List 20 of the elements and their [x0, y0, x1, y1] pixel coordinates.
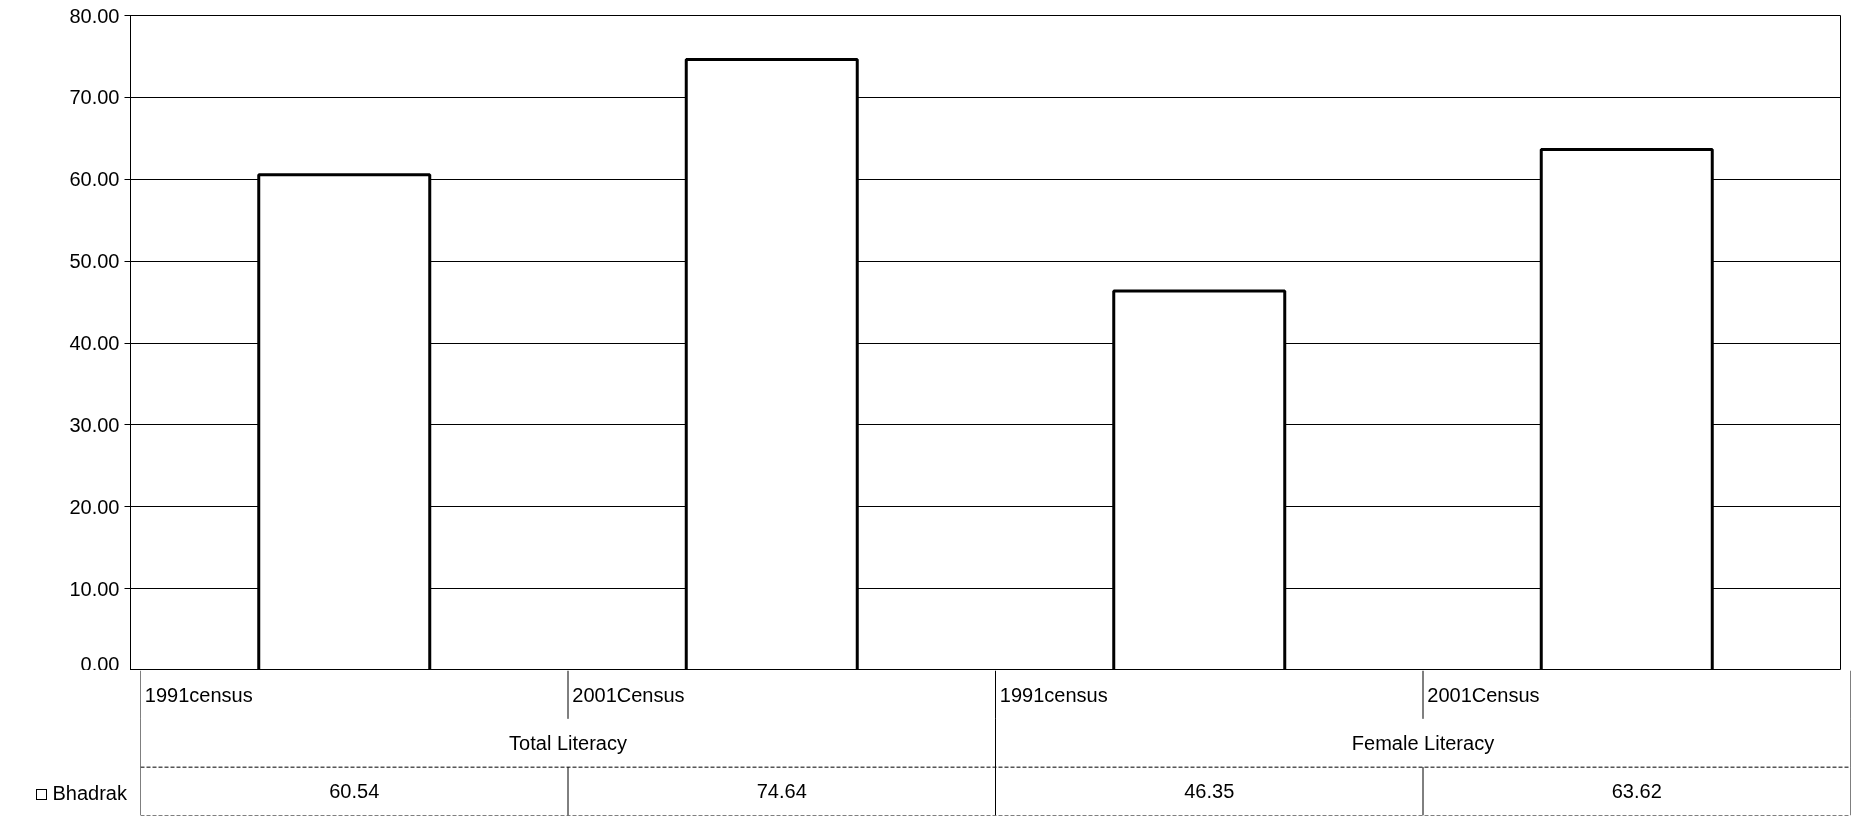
data-label: 74.64	[756, 780, 807, 803]
y-tick-label: 80.00	[69, 4, 120, 27]
y-tick-label: 50.00	[69, 250, 120, 273]
legend-label: Bhadrak	[51, 781, 127, 806]
data-label: 63.62	[1611, 780, 1662, 803]
y-tick-label: 20.00	[69, 495, 120, 518]
data-label: 60.54	[329, 780, 380, 803]
y-tick-label: 30.00	[69, 413, 120, 436]
y-tick-label: 10.00	[69, 577, 120, 600]
x-tick-label: 2001Census	[572, 683, 685, 706]
x-tick-label: 2001Census	[1427, 683, 1540, 706]
x-tick-label: 1991census	[999, 683, 1108, 706]
y-tick-label: 60.00	[69, 168, 120, 191]
y-tick-label: 70.00	[69, 86, 120, 109]
text: Total Literacy	[509, 732, 627, 754]
y-tick-label: 40.00	[69, 332, 120, 354]
data-label: 46.35	[1184, 780, 1235, 803]
x-tick-label: 1991census	[144, 683, 253, 706]
y-tick-label: 0.00	[80, 652, 120, 675]
text: Female Literacy	[1351, 732, 1495, 754]
